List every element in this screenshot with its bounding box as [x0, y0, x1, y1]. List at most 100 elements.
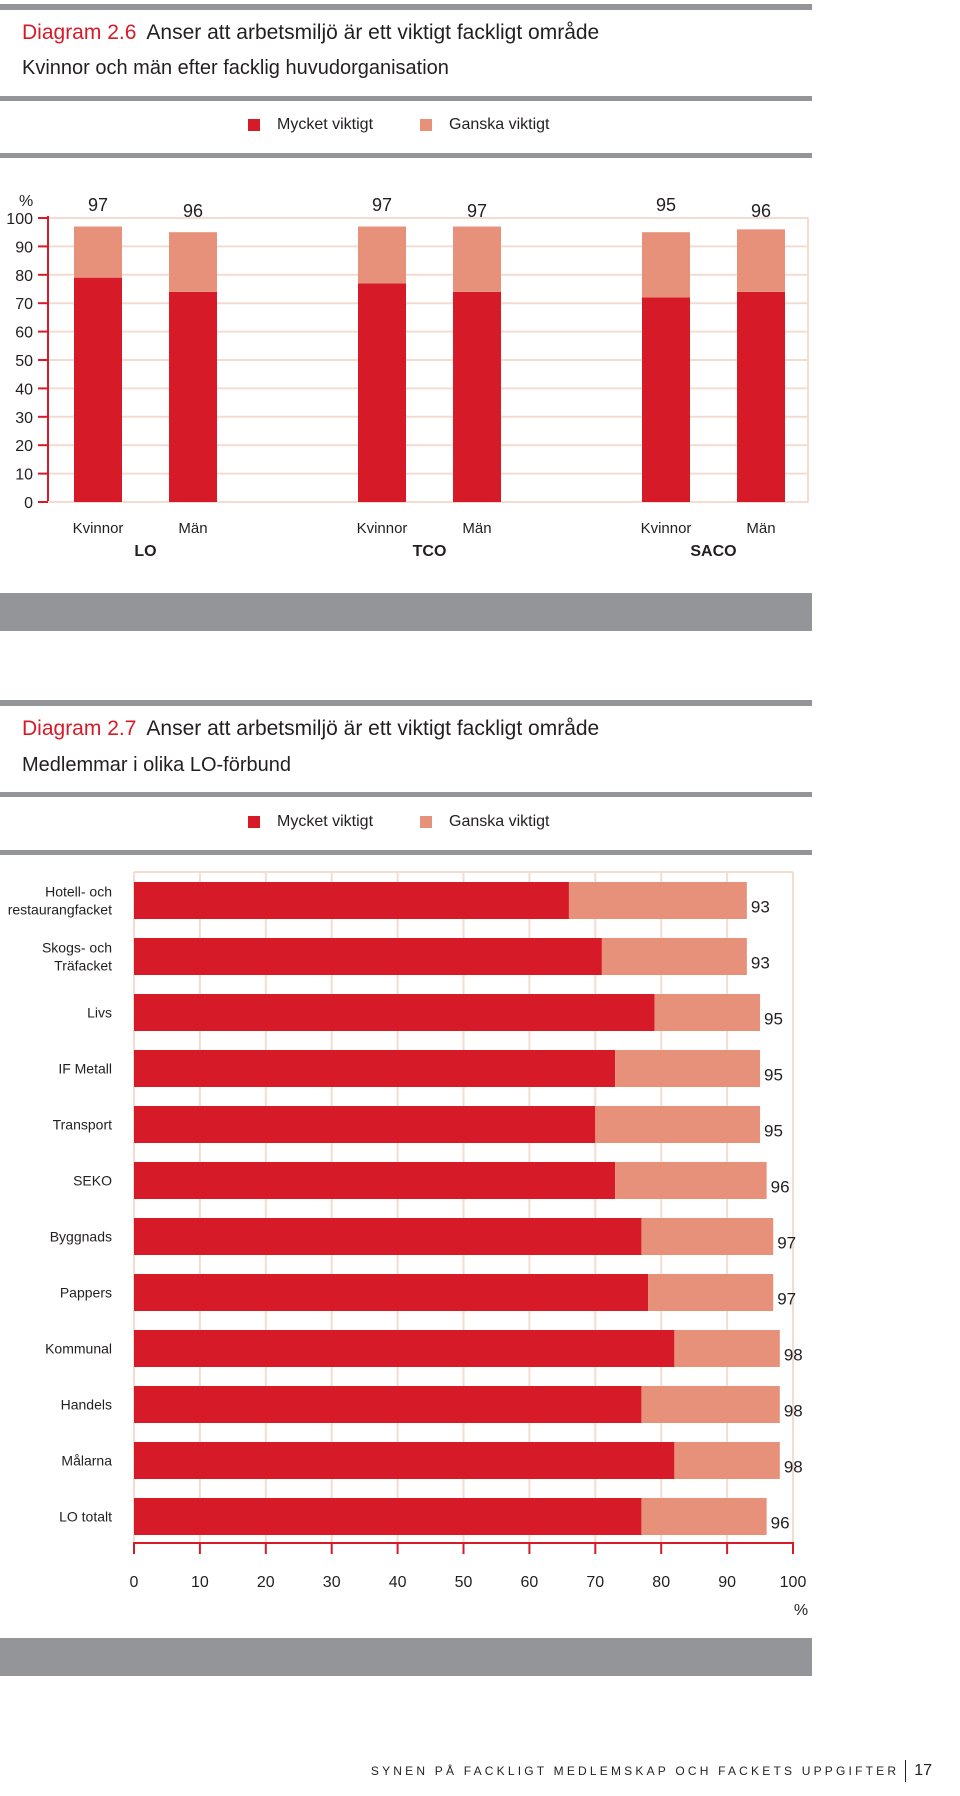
y-category-label-line2: Träfacket [54, 958, 112, 974]
y-category-label: IF Metall [58, 1061, 112, 1077]
bar-ganska-viktigt [674, 1442, 780, 1479]
legend2-swatch-ganska [420, 816, 433, 828]
y-category-label-line2: restaurangfacket [8, 902, 112, 918]
bar-mycket-viktigt [134, 1274, 649, 1311]
diagram1-number: Diagram 2.6 [22, 21, 137, 44]
diagram2-heading: Diagram 2.7 Anser att arbetsmiljö är ett … [22, 717, 599, 741]
bar-mycket-viktigt [134, 1386, 642, 1423]
y-category-label: SEKO [73, 1173, 112, 1189]
footer-text: SYNEN PÅ FACKLIGT MEDLEMSKAP OCH FACKETS… [370, 1764, 900, 1778]
bar-mycket-viktigt [134, 1106, 596, 1143]
x-category-label: Kvinnor [73, 520, 124, 537]
bar-total-label: 96 [183, 201, 203, 221]
y-category-label: Pappers [60, 1285, 112, 1301]
legend-item-ganska: Ganska viktigt [420, 116, 550, 134]
page-number: 17 [914, 1762, 932, 1779]
legend-swatch-mycket [248, 119, 260, 131]
bar-total-label: 96 [771, 1514, 790, 1533]
diagram2-title: Anser att arbetsmiljö är ett viktigt fac… [146, 717, 600, 740]
chart2-horizontal-stacked-bars: 0 10 20 30 40 50 60 70 80 90 100% 93 Hotell- och rest… [8, 871, 808, 1619]
diagram1-legend: Mycket viktigt Ganska viktigt [248, 116, 597, 134]
bar-mycket-viktigt [169, 291, 217, 502]
bar-total-label: 96 [751, 201, 771, 221]
y-tick-label: 50 [15, 353, 33, 370]
y-tick-label: 80 [15, 268, 33, 285]
x-tick-label: 30 [323, 1574, 341, 1591]
bar-ganska-viktigt [615, 1162, 767, 1199]
footer-divider [905, 1760, 907, 1782]
bar-ganska-viktigt [641, 1386, 780, 1423]
x-tick-label: 60 [521, 1574, 539, 1591]
bar-mycket-viktigt [453, 291, 501, 502]
bar-total-label: 97 [777, 1234, 796, 1253]
x-axis-unit: % [794, 1602, 808, 1619]
bar-mycket-viktigt [134, 1330, 675, 1367]
y-tick-label: 20 [15, 438, 33, 455]
x-tick-label: 0 [130, 1574, 139, 1591]
bar-mycket-viktigt [134, 1218, 642, 1255]
diagram2-rule-lower [0, 850, 812, 855]
bar-ganska-viktigt [453, 226, 501, 292]
y-tick-label: 30 [15, 410, 33, 427]
diagram2-bottom-band [0, 1638, 812, 1676]
bar-ganska-viktigt [641, 1218, 774, 1255]
y-tick-label: 100 [6, 211, 33, 228]
y-category-label-line1: Hotell- och [45, 884, 112, 900]
y-tick-label: 60 [15, 325, 33, 342]
bar-total-label: 96 [771, 1178, 790, 1197]
bar-ganska-viktigt [568, 882, 747, 919]
y-tick-label: 0 [24, 495, 33, 512]
bar-ganska-viktigt [615, 1050, 761, 1087]
bar-ganska-viktigt [74, 226, 122, 278]
diagram2-legend: Mycket viktigt Ganska viktigt [248, 813, 597, 831]
bar-ganska-viktigt [641, 1498, 767, 1535]
y-category-label: Byggnads [50, 1229, 112, 1245]
bar-mycket-viktigt [134, 1442, 675, 1479]
bar-ganska-viktigt [654, 994, 761, 1031]
legend2-item-mycket: Mycket viktigt [248, 813, 373, 831]
bar-total-label: 95 [764, 1122, 783, 1141]
diagram1-rule-upper [0, 96, 812, 101]
bar-ganska-viktigt [601, 938, 747, 975]
bar-mycket-viktigt [642, 297, 690, 502]
bar-mycket-viktigt [134, 1162, 616, 1199]
diagram1-heading: Diagram 2.6 Anser att arbetsmiljö är ett … [22, 21, 599, 45]
y-category-label-line1: Skogs- och [42, 940, 112, 956]
x-tick-label: 10 [191, 1574, 209, 1591]
diagram1-subtitle: Kvinnor och män efter facklig huvudorgan… [22, 57, 449, 79]
y-axis-unit: % [19, 193, 33, 210]
bar-total-label: 97 [467, 201, 487, 221]
legend-label-ganska: Ganska viktigt [449, 116, 550, 133]
bar-total-label: 98 [784, 1346, 803, 1365]
bar-mycket-viktigt [134, 1498, 642, 1535]
bar-total-label: 95 [764, 1066, 783, 1085]
bar-mycket-viktigt [134, 882, 569, 919]
bar-ganska-viktigt [648, 1274, 774, 1311]
bar-total-label: 97 [88, 195, 108, 215]
bar-total-label: 97 [777, 1290, 796, 1309]
x-group-label: SACO [690, 543, 736, 560]
bar-total-label: 98 [784, 1458, 803, 1477]
x-tick-label: 50 [455, 1574, 473, 1591]
bar-mycket-viktigt [74, 277, 122, 502]
x-tick-label: 20 [257, 1574, 275, 1591]
bar-ganska-viktigt [358, 226, 406, 284]
bar-mycket-viktigt [134, 994, 655, 1031]
legend-label-mycket: Mycket viktigt [277, 116, 374, 133]
y-tick-label: 70 [15, 296, 33, 313]
bar-ganska-viktigt [595, 1106, 761, 1143]
x-group-label: LO [134, 543, 156, 560]
y-category-label: Målarna [61, 1453, 112, 1469]
bar-total-label: 95 [764, 1010, 783, 1029]
diagram2-rule-upper [0, 792, 812, 797]
bar-mycket-viktigt [134, 1050, 616, 1087]
top-rule [0, 4, 812, 10]
x-category-label: Män [178, 520, 207, 537]
x-category-label: Kvinnor [357, 520, 408, 537]
y-tick-label: 10 [15, 467, 33, 484]
bar-total-label: 95 [656, 195, 676, 215]
diagram2-top-rule [0, 700, 812, 706]
x-category-label: Kvinnor [641, 520, 692, 537]
bar-mycket-viktigt [358, 283, 406, 502]
legend2-label-mycket: Mycket viktigt [277, 813, 374, 830]
